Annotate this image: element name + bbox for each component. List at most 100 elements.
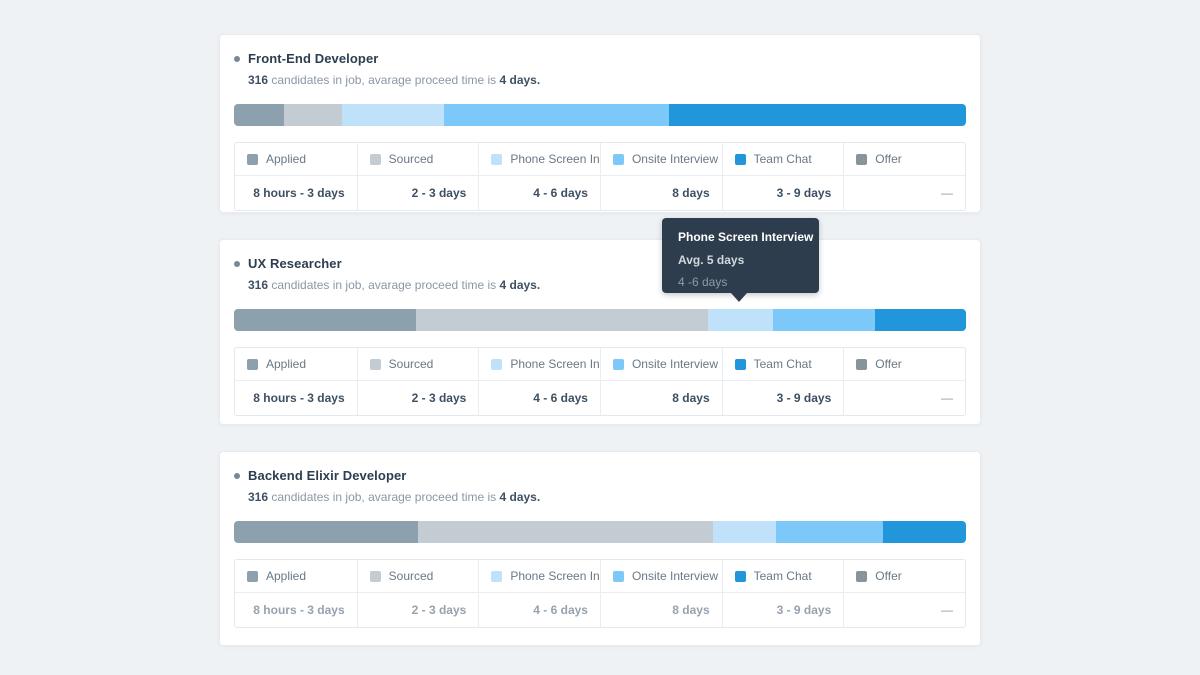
sourced-swatch-icon: [369, 153, 381, 165]
job-card-ux-researcher: UX Researcher 316 candidates in job, ava…: [219, 239, 981, 425]
bar-segment-team-chat[interactable]: [668, 104, 966, 126]
job-subtitle: 316 candidates in job, avarage proceed t…: [248, 73, 966, 87]
bar-segment-onsite[interactable]: [776, 521, 883, 543]
onsite-swatch-icon: [612, 570, 624, 582]
tooltip-range: 4 -6 days: [678, 275, 728, 289]
legend-item-team-chat: Team Chat: [734, 569, 844, 583]
legend-label: Sourced: [388, 357, 434, 371]
stages-table: Applied Sourced Phone Screen In... Onsit…: [234, 559, 966, 628]
bar-segment-applied[interactable]: [234, 309, 416, 331]
legend-item-onsite: Onsite Interview: [612, 569, 722, 583]
legend-item-offer: Offer: [856, 152, 965, 166]
legend-item-phone-screen: Phone Screen In...: [491, 357, 600, 371]
bar-segment-sourced[interactable]: [415, 309, 709, 331]
bar-segment-team-chat[interactable]: [875, 309, 966, 331]
job-card-header: Backend Elixir Developer: [234, 468, 966, 483]
job-card-front-end-developer: Front-End Developer 316 candidates in jo…: [219, 34, 981, 213]
legend-label: Onsite Interview: [631, 152, 719, 166]
duration-row: 8 hours - 3 days 2 - 3 days 4 - 6 days 8…: [235, 176, 965, 210]
legend-item-team-chat: Team Chat: [734, 152, 844, 166]
legend-item-sourced: Sourced: [369, 357, 479, 371]
bar-segment-onsite[interactable]: [444, 104, 669, 126]
candidate-count: 316: [248, 278, 269, 292]
bar-segment-sourced[interactable]: [417, 521, 713, 543]
bar-segment-phone-screen[interactable]: [708, 309, 774, 331]
legend-item-offer: Offer: [856, 569, 965, 583]
duration-offer: —: [843, 593, 965, 627]
legend-item-applied: Applied: [247, 569, 357, 583]
job-status-dot-icon: [234, 260, 240, 267]
legend-label: Team Chat: [753, 152, 812, 166]
legend-item-applied: Applied: [247, 152, 357, 166]
average-time: 4 days.: [499, 490, 541, 504]
duration-phone-screen: 4 - 6 days: [478, 593, 600, 627]
duration-offer: —: [843, 381, 965, 415]
team-chat-swatch-icon: [734, 358, 746, 370]
job-title: Backend Elixir Developer: [248, 468, 407, 483]
bar-segment-applied[interactable]: [234, 521, 418, 543]
legend-label: Applied: [266, 569, 307, 583]
legend-row: Applied Sourced Phone Screen In... Onsit…: [235, 348, 965, 381]
pipeline-stacked-bar: [234, 309, 966, 331]
duration-applied: 8 hours - 3 days: [253, 186, 345, 200]
duration-team-chat: 3 - 9 days: [721, 593, 844, 627]
duration-sourced: 2 - 3 days: [356, 381, 479, 415]
legend-label: Sourced: [388, 152, 434, 166]
tooltip-average: Avg. 5 days: [678, 253, 745, 267]
bar-segment-team-chat[interactable]: [882, 521, 966, 543]
job-status-dot-icon: [234, 55, 240, 62]
average-time: 4 days.: [499, 73, 541, 87]
duration-row: 8 hours - 3 days 2 - 3 days 4 - 6 days 8…: [235, 593, 965, 627]
duration-onsite: 8 days: [599, 176, 722, 210]
legend-item-onsite: Onsite Interview: [612, 152, 722, 166]
legend-label: Onsite Interview: [631, 357, 719, 371]
duration-offer: —: [843, 176, 965, 210]
team-chat-swatch-icon: [734, 153, 746, 165]
stages-table: Applied Sourced Phone Screen In... Onsit…: [234, 347, 966, 416]
legend-label: Applied: [266, 152, 307, 166]
applied-swatch-icon: [247, 358, 258, 370]
phone-screen-swatch-icon: [491, 570, 503, 582]
legend-item-offer: Offer: [856, 357, 965, 371]
legend-label: Team Chat: [753, 569, 812, 583]
subtitle-text: candidates in job, avarage proceed time …: [268, 73, 500, 87]
legend-row: Applied Sourced Phone Screen In... Onsit…: [235, 560, 965, 593]
bar-segment-applied[interactable]: [234, 104, 284, 126]
legend-label: Phone Screen In...: [510, 357, 600, 371]
job-title: UX Researcher: [248, 256, 342, 271]
bar-segment-sourced[interactable]: [283, 104, 342, 126]
job-subtitle: 316 candidates in job, avarage proceed t…: [248, 278, 966, 292]
legend-label: Sourced: [388, 569, 434, 583]
candidate-count: 316: [248, 490, 269, 504]
pipeline-stacked-bar: [234, 104, 966, 126]
job-subtitle: 316 candidates in job, avarage proceed t…: [248, 490, 966, 504]
job-card-header: UX Researcher: [234, 256, 966, 271]
average-time: 4 days.: [499, 278, 541, 292]
pipeline-stacked-bar: [234, 521, 966, 543]
legend-label: Offer: [875, 152, 902, 166]
legend-label: Team Chat: [753, 357, 812, 371]
bar-segment-onsite[interactable]: [773, 309, 876, 331]
duration-applied: 8 hours - 3 days: [253, 603, 345, 617]
applied-swatch-icon: [247, 570, 258, 582]
legend-item-phone-screen: Phone Screen In...: [491, 152, 600, 166]
applied-swatch-icon: [247, 153, 258, 165]
legend-item-phone-screen: Phone Screen In...: [491, 569, 600, 583]
phone-screen-swatch-icon: [491, 358, 503, 370]
legend-item-team-chat: Team Chat: [734, 357, 844, 371]
bar-segment-phone-screen[interactable]: [712, 521, 777, 543]
tooltip-stage-name: Phone Screen Interview: [678, 230, 814, 244]
legend-label: Onsite Interview: [631, 569, 719, 583]
legend-item-sourced: Sourced: [369, 569, 479, 583]
job-status-dot-icon: [234, 472, 240, 479]
duration-onsite: 8 days: [599, 593, 722, 627]
legend-label: Phone Screen In...: [510, 569, 600, 583]
duration-phone-screen: 4 - 6 days: [478, 381, 600, 415]
offer-swatch-icon: [856, 153, 868, 165]
bar-segment-phone-screen[interactable]: [341, 104, 445, 126]
job-card-header: Front-End Developer: [234, 51, 966, 66]
job-title: Front-End Developer: [248, 51, 379, 66]
legend-item-sourced: Sourced: [369, 152, 479, 166]
offer-swatch-icon: [856, 570, 868, 582]
